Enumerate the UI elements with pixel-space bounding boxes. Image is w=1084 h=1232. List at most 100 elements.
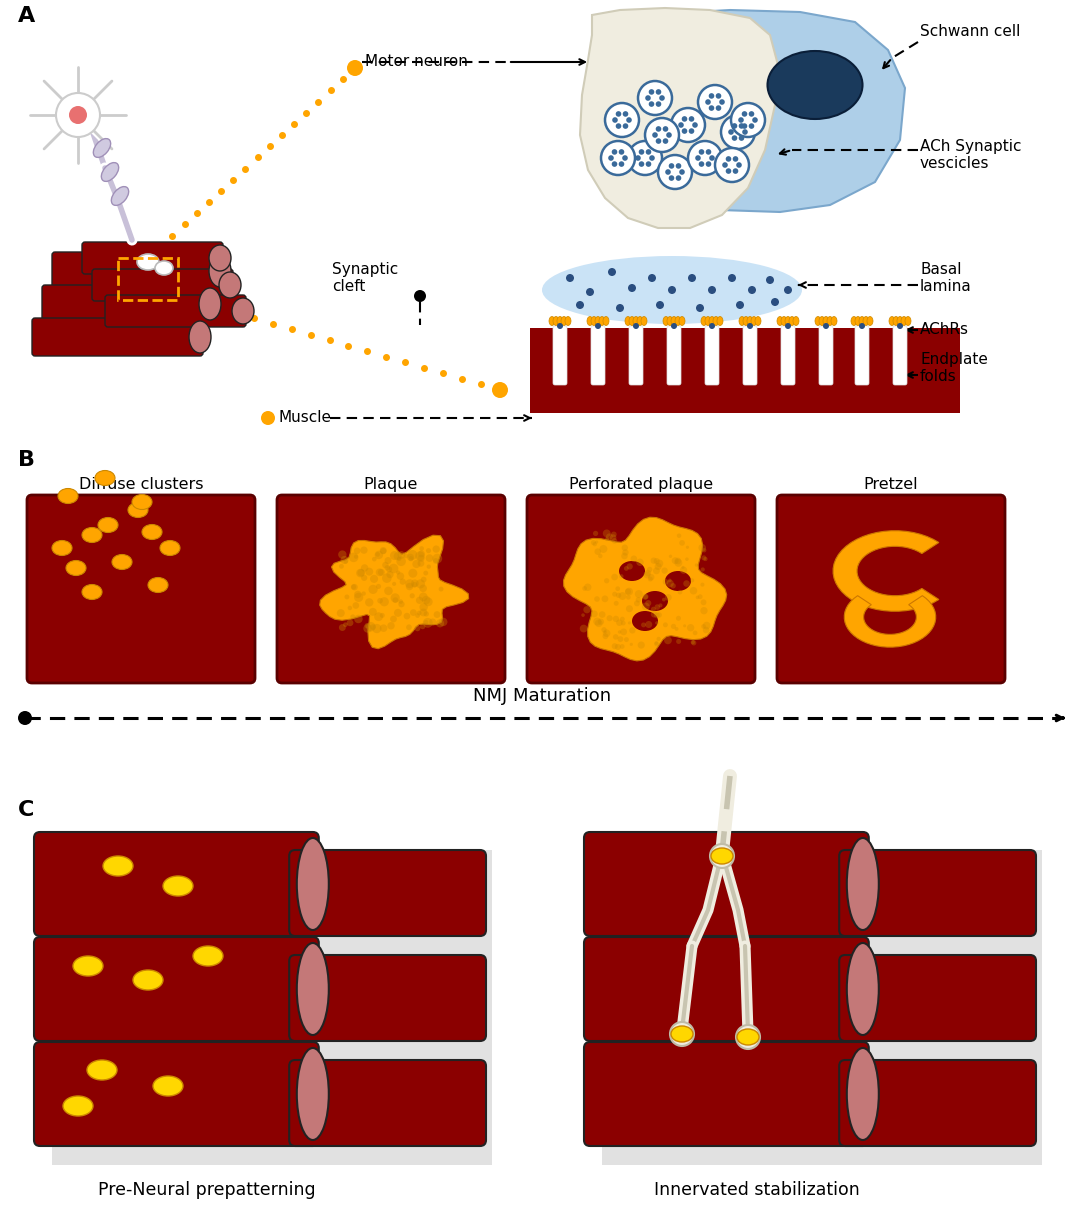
- Circle shape: [643, 594, 648, 600]
- Ellipse shape: [73, 956, 103, 976]
- Circle shape: [749, 123, 754, 129]
- Circle shape: [736, 163, 741, 168]
- Circle shape: [344, 622, 348, 627]
- Circle shape: [654, 612, 660, 618]
- FancyBboxPatch shape: [584, 1042, 868, 1146]
- Circle shape: [612, 616, 619, 622]
- Ellipse shape: [542, 256, 802, 324]
- Ellipse shape: [829, 856, 861, 930]
- Circle shape: [370, 625, 376, 630]
- Circle shape: [645, 570, 651, 577]
- Circle shape: [695, 155, 700, 161]
- Ellipse shape: [142, 525, 162, 540]
- Circle shape: [709, 155, 714, 161]
- Circle shape: [353, 547, 360, 554]
- Ellipse shape: [199, 288, 221, 320]
- Circle shape: [492, 382, 508, 398]
- Text: Pre-Neural prepatterning: Pre-Neural prepatterning: [99, 1181, 317, 1199]
- Circle shape: [611, 149, 617, 155]
- Ellipse shape: [619, 561, 645, 582]
- Circle shape: [668, 579, 672, 583]
- Circle shape: [597, 618, 604, 625]
- Circle shape: [706, 100, 711, 105]
- Circle shape: [612, 591, 617, 596]
- Circle shape: [593, 617, 602, 626]
- Ellipse shape: [549, 317, 555, 325]
- Circle shape: [646, 149, 651, 155]
- Ellipse shape: [112, 186, 129, 206]
- Circle shape: [725, 156, 732, 161]
- Ellipse shape: [827, 317, 833, 325]
- Circle shape: [405, 583, 413, 590]
- Circle shape: [701, 625, 706, 628]
- Circle shape: [69, 106, 87, 124]
- Ellipse shape: [133, 970, 163, 991]
- Circle shape: [420, 623, 425, 630]
- Circle shape: [621, 621, 625, 626]
- Circle shape: [424, 570, 428, 575]
- Ellipse shape: [52, 541, 72, 556]
- Circle shape: [655, 621, 659, 625]
- Bar: [530, 328, 960, 413]
- Circle shape: [682, 565, 684, 569]
- Circle shape: [654, 642, 659, 647]
- Circle shape: [661, 568, 668, 574]
- Circle shape: [398, 551, 405, 559]
- FancyBboxPatch shape: [839, 1060, 1036, 1146]
- Circle shape: [580, 625, 588, 632]
- Circle shape: [366, 622, 376, 632]
- Circle shape: [339, 625, 346, 631]
- Circle shape: [595, 323, 601, 329]
- Ellipse shape: [823, 317, 829, 325]
- Circle shape: [603, 530, 610, 537]
- Circle shape: [344, 559, 348, 564]
- FancyBboxPatch shape: [777, 495, 1005, 683]
- FancyBboxPatch shape: [27, 495, 255, 683]
- Circle shape: [692, 641, 696, 646]
- Polygon shape: [320, 535, 468, 649]
- Circle shape: [611, 538, 617, 543]
- Circle shape: [676, 533, 682, 538]
- Ellipse shape: [189, 322, 211, 354]
- Ellipse shape: [565, 317, 571, 325]
- Ellipse shape: [87, 1060, 117, 1080]
- Circle shape: [662, 579, 669, 585]
- Circle shape: [601, 140, 635, 175]
- Circle shape: [604, 578, 609, 584]
- FancyBboxPatch shape: [33, 318, 203, 356]
- FancyBboxPatch shape: [553, 326, 567, 384]
- Circle shape: [616, 593, 621, 598]
- Circle shape: [606, 533, 612, 540]
- FancyBboxPatch shape: [52, 253, 223, 290]
- Ellipse shape: [155, 261, 173, 275]
- Circle shape: [414, 626, 421, 631]
- Circle shape: [418, 593, 428, 601]
- Circle shape: [628, 621, 631, 625]
- Ellipse shape: [713, 317, 719, 325]
- Circle shape: [625, 605, 633, 612]
- Circle shape: [18, 711, 33, 724]
- Circle shape: [647, 567, 653, 572]
- Circle shape: [424, 598, 433, 606]
- Text: Synaptic
cleft: Synaptic cleft: [332, 261, 398, 294]
- Ellipse shape: [132, 494, 152, 510]
- Circle shape: [655, 563, 661, 570]
- Circle shape: [656, 89, 661, 95]
- Circle shape: [859, 323, 865, 329]
- Circle shape: [622, 155, 628, 161]
- Circle shape: [725, 169, 732, 174]
- Circle shape: [403, 612, 410, 620]
- Circle shape: [670, 1023, 694, 1046]
- Circle shape: [664, 594, 672, 601]
- Ellipse shape: [280, 1066, 311, 1140]
- Circle shape: [399, 599, 403, 604]
- Circle shape: [785, 323, 791, 329]
- FancyBboxPatch shape: [893, 326, 907, 384]
- FancyBboxPatch shape: [34, 938, 319, 1041]
- FancyBboxPatch shape: [289, 955, 486, 1041]
- Ellipse shape: [82, 527, 102, 542]
- Circle shape: [619, 161, 624, 166]
- Circle shape: [732, 123, 737, 128]
- Ellipse shape: [103, 856, 133, 876]
- Ellipse shape: [603, 317, 609, 325]
